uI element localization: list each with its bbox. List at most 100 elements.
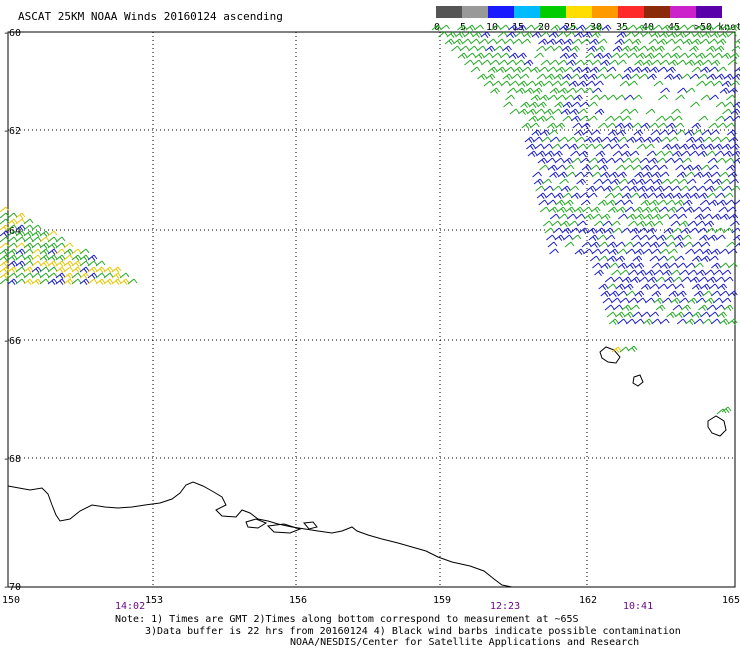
wind-barb — [608, 318, 619, 325]
wind-barb — [691, 38, 701, 45]
wind-barb — [598, 66, 608, 73]
wind-barb — [545, 115, 556, 122]
wind-barb — [662, 143, 672, 150]
wind-barb — [717, 311, 727, 318]
wind-barb — [556, 164, 566, 171]
wind-barb — [562, 101, 573, 108]
wind-barb — [0, 212, 10, 219]
wind-barb — [572, 66, 583, 73]
wind-barb — [39, 248, 50, 255]
wind-barb — [0, 242, 10, 249]
wind-barb — [582, 31, 593, 38]
wind-barb — [559, 24, 569, 31]
wind-barb — [604, 73, 615, 80]
wind-barb — [506, 59, 517, 66]
wind-barb — [727, 318, 738, 325]
wind-barb — [534, 80, 545, 87]
wind-barb — [554, 157, 565, 164]
wind-barb — [684, 206, 695, 213]
wind-barb — [0, 272, 10, 279]
wind-barb — [691, 255, 702, 262]
wind-barb — [724, 157, 735, 164]
wind-barb — [551, 143, 562, 150]
wind-barb — [661, 52, 672, 59]
wind-barb — [542, 220, 553, 227]
wind-barb — [691, 122, 702, 129]
wind-barb — [95, 260, 106, 267]
wind-barb — [659, 171, 670, 178]
wind-barb — [536, 192, 547, 199]
wind-barb — [491, 52, 502, 59]
wind-barb — [87, 260, 98, 267]
wind-barb — [713, 185, 724, 192]
wind-barbs — [0, 24, 740, 415]
wind-barb — [531, 31, 542, 38]
wind-barb — [689, 45, 699, 52]
wind-barb — [554, 101, 564, 108]
wind-barb — [597, 157, 607, 164]
wind-barb — [509, 80, 519, 87]
wind-barb — [598, 164, 609, 171]
wind-barb — [630, 304, 640, 311]
wind-barb — [674, 255, 685, 262]
wind-barb — [507, 87, 517, 94]
wind-barb — [31, 248, 42, 255]
wind-barb — [570, 227, 580, 234]
wind-barb — [726, 241, 736, 248]
wind-barb — [643, 213, 654, 220]
wind-barb — [684, 129, 695, 136]
wind-barb — [502, 45, 512, 52]
wind-barb — [591, 59, 602, 66]
legend-swatch — [592, 6, 618, 18]
wind-barb — [645, 297, 655, 304]
wind-barb — [551, 220, 562, 227]
wind-barb — [670, 143, 681, 150]
wind-barb — [581, 241, 592, 248]
wind-barb — [526, 143, 536, 150]
wind-barb — [577, 80, 587, 87]
wind-barb — [540, 59, 551, 66]
wind-barb — [723, 227, 733, 234]
wind-barb — [615, 241, 626, 248]
wind-barb — [703, 136, 713, 143]
wind-barb — [453, 38, 463, 45]
wind-barb — [710, 248, 721, 255]
wind-barb — [523, 59, 534, 66]
wind-barb — [653, 269, 664, 276]
wind-barb — [683, 311, 693, 318]
wind-barb — [499, 24, 510, 31]
wind-barb — [633, 206, 644, 213]
wind-barb — [79, 260, 90, 267]
wind-barb — [527, 150, 538, 157]
wind-barb — [687, 297, 698, 304]
wind-barb — [568, 220, 579, 227]
wind-barb — [611, 297, 621, 304]
wind-barb — [719, 248, 729, 255]
wind-barb — [642, 59, 653, 66]
wind-barb — [670, 52, 680, 59]
wind-barb — [595, 150, 606, 157]
wind-barb — [632, 94, 643, 101]
wind-barb — [47, 278, 58, 285]
wind-barb — [620, 185, 631, 192]
wind-barb — [87, 278, 98, 285]
wind-barb — [23, 224, 34, 231]
wind-barb — [536, 73, 547, 80]
ice-island — [303, 521, 318, 530]
wind-barb — [515, 87, 526, 94]
legend-swatch — [644, 6, 670, 18]
island-balleny-2 — [632, 374, 644, 387]
wind-barb — [23, 278, 34, 285]
wind-barb — [79, 254, 90, 261]
wind-barb — [634, 262, 645, 269]
wind-barb — [687, 269, 698, 276]
wind-barb — [623, 66, 634, 73]
lat-label: -70 — [3, 582, 21, 593]
wind-barb — [655, 150, 665, 157]
wind-barb — [657, 66, 668, 73]
wind-barb — [626, 136, 637, 143]
wind-barb — [664, 115, 675, 122]
wind-barb — [636, 297, 647, 304]
wind-barb — [708, 283, 719, 290]
wind-barb — [681, 73, 691, 80]
